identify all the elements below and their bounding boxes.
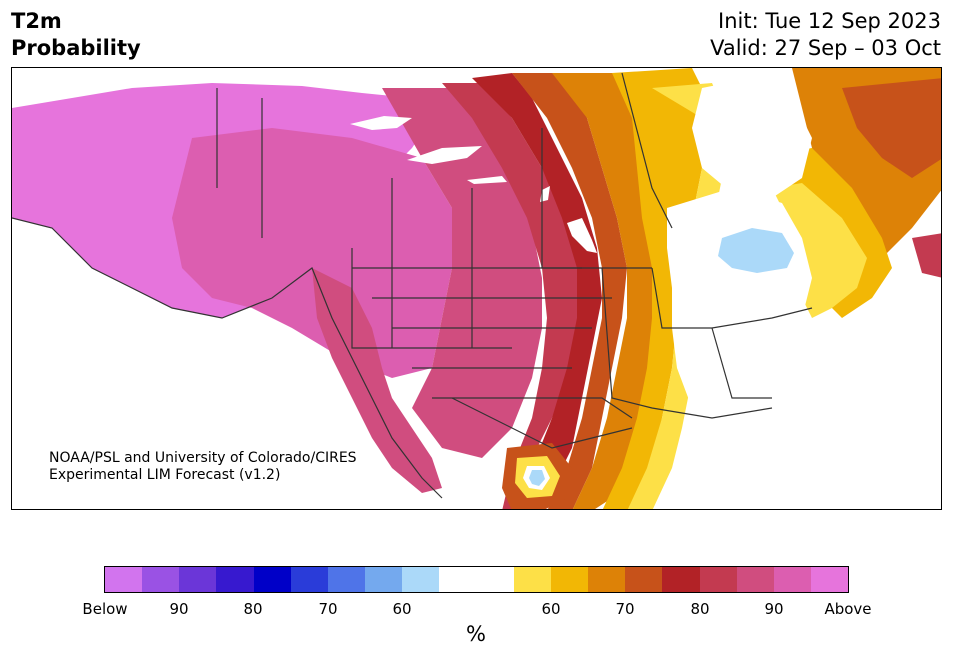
region-mexico-blue: [529, 470, 545, 486]
init-date: Init: Tue 12 Sep 2023: [718, 9, 941, 33]
colorbar-swatch: [588, 567, 626, 592]
map-title: T2m Probability: [11, 8, 141, 62]
political-borders: [12, 72, 813, 499]
valid-date: Valid: 27 Sep – 03 Oct: [710, 36, 941, 60]
colorbar-swatch: [736, 567, 774, 592]
colorbar-tick-above-80: 80: [690, 600, 710, 618]
colorbar-swatch: [810, 567, 849, 592]
lake-great-bear: [350, 116, 412, 130]
region-below-light-blue: [718, 228, 794, 273]
region-orange-red: [512, 73, 627, 509]
region-quebec-yellow: [772, 183, 867, 318]
credit-line-1: NOAA/PSL and University of Colorado/CIRE…: [49, 450, 357, 466]
colorbar-swatch: [142, 567, 180, 592]
colorbar-tick-below-90: 90: [169, 600, 189, 618]
colorbar-swatch: [662, 567, 700, 592]
colorbar-tick-below-80: 80: [243, 600, 263, 618]
title-line-2: Probability: [11, 36, 141, 60]
colorbar-tick-above-70: 70: [615, 600, 635, 618]
colorbar-swatch: [476, 567, 514, 592]
colorbar-swatch: [105, 567, 143, 592]
colorbar-swatch: [439, 567, 477, 592]
colorbar-swatch: [625, 567, 663, 592]
colorbar-tick-below-70: 70: [318, 600, 338, 618]
colorbar-tick-above-60: 60: [541, 600, 561, 618]
lake-athabasca: [467, 176, 507, 184]
region-northeast-crimson: [912, 233, 941, 278]
map-canvas: [12, 68, 941, 509]
probability-map: [11, 67, 942, 510]
colorbar-tick-above-90: 90: [764, 600, 784, 618]
colorbar-swatch: [253, 567, 291, 592]
region-above-pink: [172, 128, 452, 378]
colorbar-swatch: [550, 567, 589, 592]
region-northeast-orangered: [842, 78, 941, 178]
colorbar: [104, 566, 849, 593]
lake-great-slave: [407, 146, 482, 164]
colorbar-swatch: [699, 567, 737, 592]
colorbar-swatch: [365, 567, 403, 592]
colorbar-tick-above: Above: [824, 600, 872, 618]
colorbar-tick-below: Below: [82, 600, 128, 618]
credit-line-2: Experimental LIM Forecast (v1.2): [49, 467, 281, 483]
hudson-bay: [692, 78, 812, 198]
colorbar-swatch: [402, 567, 440, 592]
forecast-dates: Init: Tue 12 Sep 2023 Valid: 27 Sep – 03…: [710, 8, 941, 62]
colorbar-swatch: [327, 567, 366, 592]
region-red: [472, 73, 602, 509]
title-line-1: T2m: [11, 9, 62, 33]
region-gold: [602, 68, 712, 509]
colorbar-swatch: [216, 567, 254, 592]
colorbar-swatch: [513, 567, 551, 592]
region-above-rose-westcoast: [312, 268, 442, 493]
colorbar-swatch: [773, 567, 811, 592]
colorbar-swatch: [290, 567, 328, 592]
colorbar-unit: %: [466, 622, 486, 646]
forecast-credit: NOAA/PSL and University of Colorado/CIRE…: [49, 450, 357, 484]
colorbar-tick-below-60: 60: [392, 600, 412, 618]
region-orange: [552, 73, 657, 509]
colorbar-swatch: [179, 567, 217, 592]
lake-winnipeg: [567, 218, 597, 253]
